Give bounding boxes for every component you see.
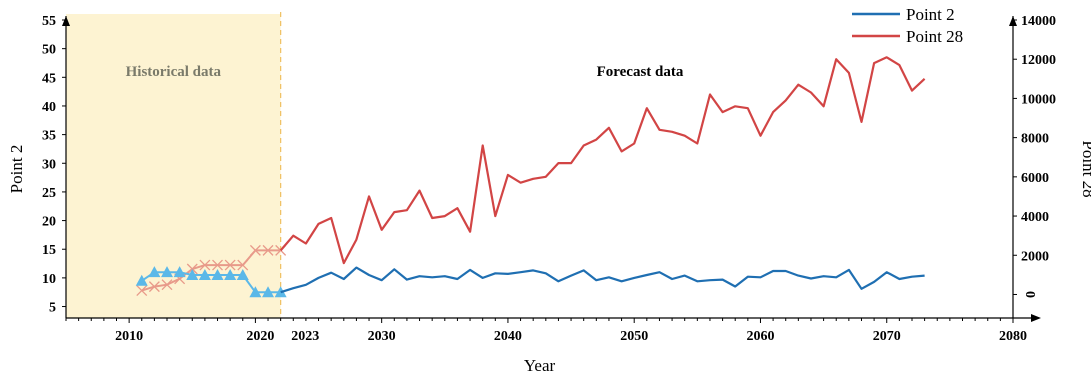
historical-series-point-28 — [141, 249, 281, 292]
y-left-tick-label: 50 — [42, 43, 56, 58]
y-right-tick-label: 10000 — [1021, 92, 1056, 107]
historical-marker-point-2 — [198, 269, 211, 281]
y-right-tick-label: 12000 — [1021, 53, 1056, 68]
legend-label-point-2: Point 2 — [906, 5, 955, 24]
historical-marker-point-2 — [249, 286, 262, 298]
historical-marker-point-2 — [224, 269, 237, 281]
historical-marker-point-28 — [237, 259, 249, 271]
y-left-tick-label: 40 — [42, 100, 56, 115]
historical-marker-point-2 — [161, 266, 174, 278]
y-left-tick-label: 5 — [49, 301, 56, 316]
y-right-tick-label: 4000 — [1021, 210, 1049, 225]
historical-marker-point-28 — [199, 259, 211, 271]
x-tick-label: 2030 — [368, 329, 396, 344]
historical-marker-point-2 — [135, 274, 148, 286]
historical-marker-point-2 — [173, 266, 186, 278]
historical-region-label: Historical data — [126, 64, 222, 80]
y-right-tick-label: 14000 — [1021, 14, 1056, 29]
historical-marker-point-28 — [249, 244, 261, 256]
y-left-tick-label: 25 — [42, 186, 56, 201]
historical-marker-point-28 — [262, 244, 274, 256]
x-axis-label: Year — [524, 356, 556, 374]
x-axis-right-arrow — [1031, 314, 1041, 322]
historical-marker-point-2 — [211, 269, 224, 281]
y-right-tick-label: 8000 — [1021, 132, 1049, 147]
y-right-ticks: 0 2000 4000 6000 8000 10000 12000 14000 — [1013, 14, 1056, 298]
historical-marker-point-2 — [236, 269, 249, 281]
forecast-series-point-28 — [279, 56, 926, 265]
x-tick-label: 2023 — [291, 329, 319, 344]
x-tick-label: 2020 — [246, 329, 274, 344]
y-left-tick-label: 20 — [42, 215, 56, 230]
historical-marker-point-28 — [186, 263, 198, 275]
y-left-tick-label: 15 — [42, 243, 56, 258]
historical-marker-point-2 — [186, 269, 199, 281]
legend-label-point-28: Point 28 — [906, 27, 963, 46]
y-left-tick-label: 35 — [42, 129, 56, 144]
y-axis-right-label: Point 28 — [1079, 140, 1091, 197]
historical-marker-point-28 — [212, 259, 223, 271]
historical-marker-point-28 — [148, 281, 160, 293]
historical-marker-point-2 — [262, 286, 275, 298]
historical-marker-point-2 — [148, 266, 161, 278]
historical-marker-point-28 — [161, 279, 173, 291]
x-tick-label: 2060 — [746, 329, 774, 344]
y-axis-left-arrow — [62, 16, 70, 26]
y-left-tick-label: 45 — [42, 71, 56, 86]
x-tick-label: 2050 — [620, 329, 648, 344]
x-ticks: 2010 2020 2023 2030 2040 2050 2060 2070 2080 — [65, 318, 1027, 344]
forecast-region-label: Forecast data — [597, 64, 684, 80]
x-tick-label: 2080 — [999, 329, 1027, 344]
y-axis-left-label: Point 2 — [7, 145, 26, 194]
historical-marker-point-28 — [136, 285, 148, 297]
series-layer — [135, 56, 926, 298]
y-left-tick-label: 30 — [42, 157, 56, 172]
y-right-tick-label: 2000 — [1021, 249, 1049, 264]
historical-marker-point-28 — [224, 259, 236, 271]
y-left-tick-label: 10 — [42, 272, 56, 287]
x-tick-label: 2010 — [115, 329, 143, 344]
y-right-tick-label: 0 — [1024, 291, 1039, 298]
x-tick-label: 2040 — [494, 329, 522, 344]
forecast-series-point-2 — [280, 266, 925, 294]
y-axis-right-arrow — [1009, 16, 1017, 26]
y-right-tick-label: 6000 — [1021, 171, 1049, 186]
y-left-ticks: 5 10 15 20 25 30 35 40 45 50 55 — [42, 14, 66, 316]
y-left-tick-label: 55 — [42, 14, 56, 29]
legend: Point 2 Point 28 — [852, 5, 963, 46]
x-tick-label: 2070 — [873, 329, 901, 344]
